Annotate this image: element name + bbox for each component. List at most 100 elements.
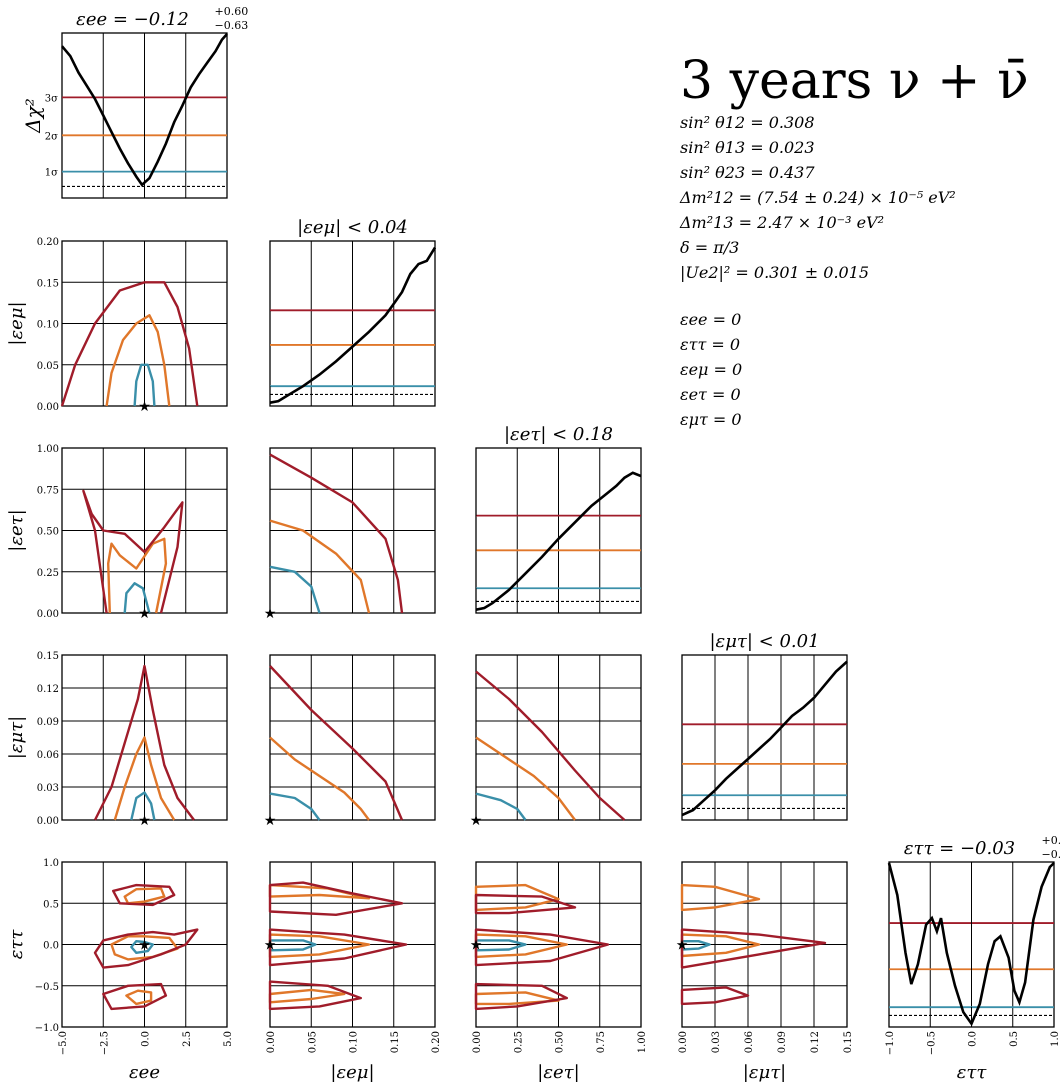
contour-1sigma <box>475 792 527 821</box>
x-axis-label-mutau: |εμτ| <box>743 1062 786 1083</box>
x-tick-tautau: −1.0 <box>885 1031 896 1055</box>
y-tick-mutau: 0.03 <box>37 783 59 794</box>
profile-title-ee: εee = −0.12 <box>76 9 189 30</box>
contour-3sigma <box>82 489 184 614</box>
nsi-mutau: εμτ = 0 <box>680 410 742 429</box>
contour-2sigma <box>269 519 371 614</box>
x-tick-tautau: −0.5 <box>926 1031 937 1055</box>
y-axis-label-emu: |εeμ| <box>6 301 27 345</box>
true-point-star: ★ <box>138 606 151 622</box>
axes-frame <box>61 447 228 614</box>
profile-title-etau: |εeτ| < 0.18 <box>504 424 613 445</box>
contour-1sigma <box>269 565 321 614</box>
param-delta: δ = π/3 <box>680 238 740 257</box>
x-tick-tautau: 1.0 <box>1050 1031 1060 1047</box>
profile-panel-tautau: εττ = −0.03 +0.08−0.09 <box>887 834 1060 1028</box>
contour-1sigma <box>474 939 527 952</box>
info-panel: 3 years ν + ν̄ sin² θ12 = 0.308 sin² θ13… <box>680 52 1029 432</box>
true-point-star: ★ <box>264 938 277 954</box>
y-tick-tautau: 0.0 <box>43 941 59 952</box>
y-tick-mutau: 0.09 <box>37 717 59 728</box>
x-tick-mutau: 0.06 <box>744 1031 755 1053</box>
contour-1sigma <box>130 940 154 954</box>
contour-2sigma <box>107 537 168 614</box>
nsi-etau: εeτ = 0 <box>680 385 741 404</box>
x-tick-emu: 0.00 <box>266 1031 277 1053</box>
x-tick-mutau: 0.09 <box>777 1031 788 1053</box>
profile-title-tautau: εττ = −0.03 <box>904 838 1015 859</box>
profile-title-upper-tautau: +0.08 <box>1042 834 1060 847</box>
x-tick-ee: −2.5 <box>99 1031 110 1055</box>
y-tick-etau: 1.00 <box>37 444 59 455</box>
true-point-star: ★ <box>138 938 151 954</box>
delta-chi2-label: Δχ² <box>21 98 45 134</box>
contour-panel-ee-emu: ★ <box>60 240 228 415</box>
contour-3sigma <box>474 982 568 1011</box>
profile-title-upper-ee: +0.60 <box>215 5 249 18</box>
sigma-tick-label-3: 3σ <box>45 93 58 104</box>
contour-3sigma <box>102 982 168 1011</box>
profile-curve-etau <box>475 471 642 611</box>
true-point-star: ★ <box>138 813 151 829</box>
contour-panel-ee-mutau: ★ <box>61 654 228 829</box>
contour-2sigma <box>113 736 176 821</box>
contour-panel-etau-mutau: ★ <box>470 654 642 829</box>
profile-panel-etau: |εeτ| < 0.18 <box>475 424 642 614</box>
contour-2sigma <box>268 988 346 1004</box>
param-dm2-12: Δm²12 = (7.54 ± 0.24) × 10⁻⁵ eV² <box>680 188 956 207</box>
x-tick-etau: 1.00 <box>637 1031 648 1053</box>
contour-3sigma <box>475 670 626 821</box>
y-tick-mutau: 0.12 <box>37 684 59 695</box>
contour-1sigma <box>123 582 151 614</box>
x-tick-etau: 0.50 <box>555 1031 566 1053</box>
contour-2sigma <box>475 736 576 821</box>
contour-3sigma <box>268 928 408 967</box>
x-tick-mutau: 0.00 <box>678 1031 689 1053</box>
y-tick-emu: 0.20 <box>37 237 59 248</box>
y-tick-mutau: 0.00 <box>37 816 59 827</box>
figure-title: 3 years ν + ν̄ <box>680 51 1029 111</box>
contour-2sigma <box>680 933 761 958</box>
nsi-tautau: εττ = 0 <box>680 335 741 354</box>
y-tick-emu: 0.15 <box>37 278 59 289</box>
profile-title-lower-tautau: −0.09 <box>1042 848 1060 861</box>
contour-3sigma <box>269 453 404 614</box>
contour-1sigma <box>268 939 317 952</box>
true-point-star: ★ <box>264 606 277 622</box>
param-ue2: |Ue2|² = 0.301 ± 0.015 <box>680 263 870 282</box>
contour-3sigma <box>268 881 404 916</box>
true-point-star: ★ <box>138 399 151 415</box>
contour-panel-mutau-tautau: ★ <box>676 861 848 1028</box>
x-tick-emu: 0.10 <box>349 1031 360 1053</box>
y-axis-label-tautau: εττ <box>6 929 27 960</box>
x-tick-mutau: 0.15 <box>843 1031 854 1053</box>
x-axis-label-tautau: εττ <box>957 1062 988 1083</box>
y-tick-tautau: −0.5 <box>35 982 59 993</box>
y-tick-mutau: 0.15 <box>37 651 59 662</box>
x-tick-emu: 0.15 <box>390 1031 401 1053</box>
contour-panel-ee-tautau: ★ <box>61 861 228 1028</box>
sigma-tick-label-1: 1σ <box>45 168 58 179</box>
x-axis-label-emu: |εeμ| <box>330 1062 374 1083</box>
contour-2sigma <box>680 883 761 912</box>
true-point-star: ★ <box>470 938 483 954</box>
profile-panel-ee: εee = −0.12 +0.60−0.63 <box>61 5 249 199</box>
x-tick-etau: 0.25 <box>513 1031 524 1053</box>
contour-3sigma <box>93 928 199 969</box>
contour-3sigma <box>680 986 750 1006</box>
profile-title-mutau: |εμτ| < 0.01 <box>709 631 819 652</box>
nsi-ee: εee = 0 <box>680 310 742 329</box>
contour-3sigma <box>268 980 362 1011</box>
true-point-star: ★ <box>264 813 277 829</box>
param-dm2-13: Δm²13 = 2.47 × 10⁻³ eV² <box>680 213 885 232</box>
profile-title-lower-ee: −0.63 <box>215 19 249 32</box>
true-point-star: ★ <box>470 813 483 829</box>
y-tick-etau: 0.50 <box>37 527 59 538</box>
contour-3sigma <box>680 928 827 969</box>
param-sin2-theta12: sin² θ12 = 0.308 <box>680 113 815 132</box>
y-axis-label-mutau: |εμτ| <box>6 716 27 759</box>
contour-3sigma <box>93 664 195 821</box>
axes-frame <box>61 654 228 821</box>
x-tick-ee: 0.0 <box>141 1031 152 1047</box>
